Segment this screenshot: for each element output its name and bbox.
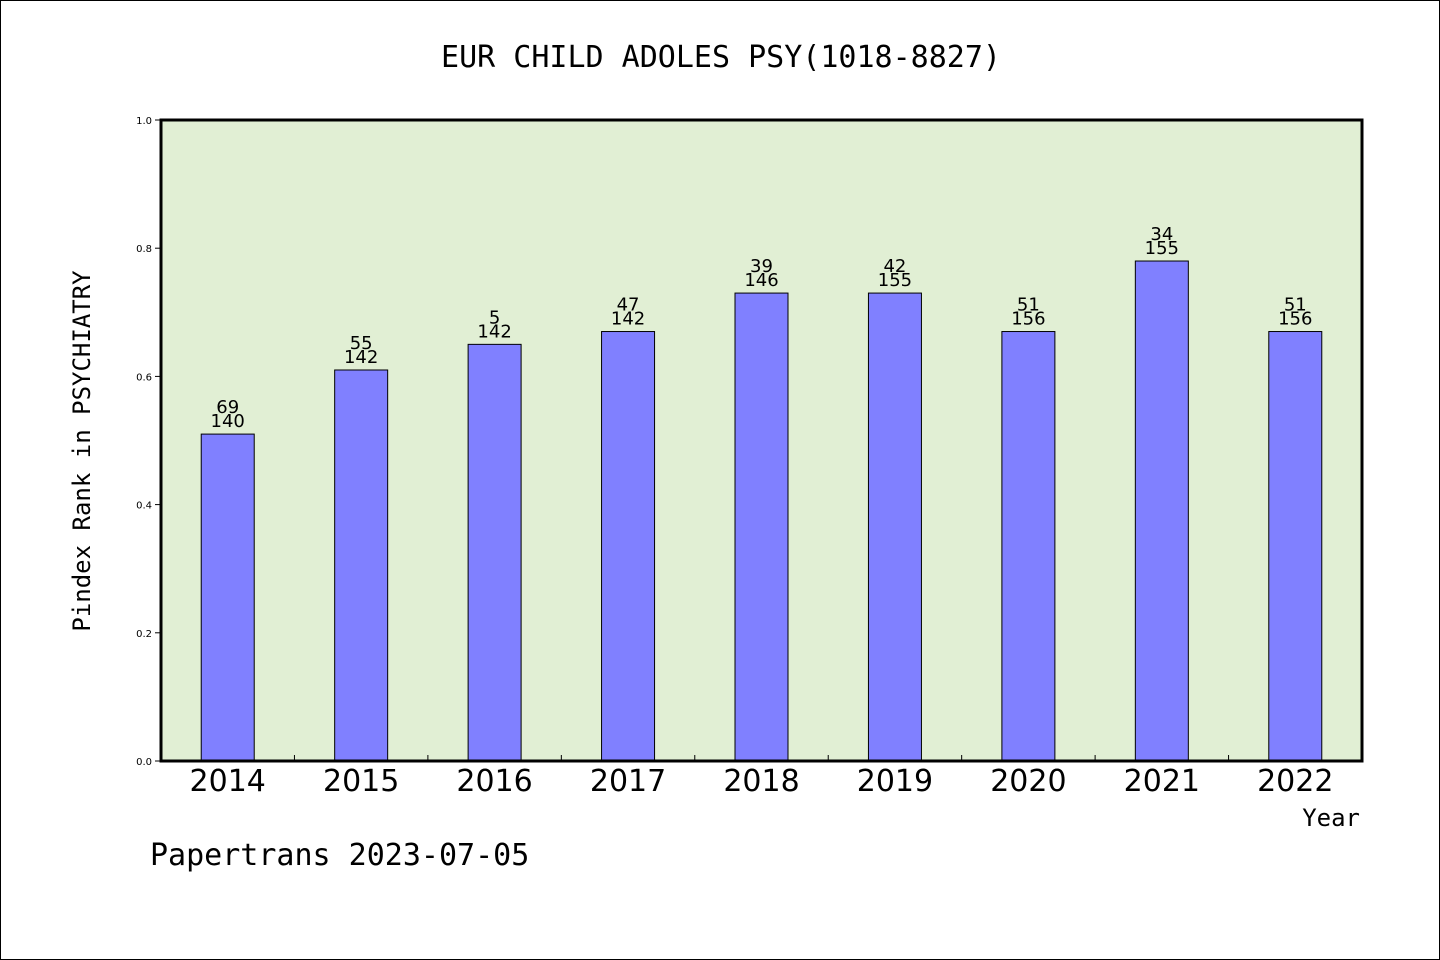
x-tick-label: 2021 <box>1124 764 1200 799</box>
x-tick-label: 2014 <box>190 764 266 799</box>
bar-total-label: 140 <box>211 411 245 432</box>
plot-frame <box>159 118 1364 763</box>
bar-rank-label: 42 <box>883 256 906 277</box>
y-tick-label: 0.0 <box>136 757 152 768</box>
bar <box>867 292 922 762</box>
y-tick-label: 0.8 <box>136 244 152 255</box>
axes-group: 2014 2015 2016 2017 2018 2019 2020 2021 2022 0.0 0… <box>136 116 1333 799</box>
y-tick-label: 0.4 <box>136 501 152 512</box>
bar-total-label: 155 <box>878 270 912 291</box>
bar-rank-label: 51 <box>1017 295 1040 316</box>
x-tick-label: 2020 <box>990 764 1066 799</box>
bar-total-label: 156 <box>1011 309 1045 330</box>
bar-rank-label: 51 <box>1284 295 1307 316</box>
bar-rank-label: 69 <box>216 397 239 418</box>
x-tick-label: 2016 <box>456 764 532 799</box>
y-tick-label: 0.2 <box>136 629 152 640</box>
bar-rank-label: 5 <box>489 307 500 328</box>
x-tick-label: 2018 <box>723 764 799 799</box>
bar-total-label: 142 <box>611 309 645 330</box>
bar-total-label: 155 <box>1145 238 1179 259</box>
footer-credit: Papertrans 2023-07-05 <box>150 838 529 873</box>
bar-rank-label: 34 <box>1150 224 1173 245</box>
x-tick-label: 2017 <box>590 764 666 799</box>
chart-title: EUR CHILD ADOLES PSY(1018-8827) <box>441 40 1001 75</box>
bar-total-label: 142 <box>344 347 378 368</box>
bars-group: 6914055142514247142391464215551156341555… <box>200 224 1323 762</box>
x-tick-label: 2019 <box>857 764 933 799</box>
bar <box>334 369 389 762</box>
x-tick-label: 2015 <box>323 764 399 799</box>
bar <box>200 433 255 762</box>
bar <box>467 343 522 762</box>
bar <box>1134 260 1189 762</box>
bar-total-label: 142 <box>477 321 511 342</box>
y-tick-label: 0.6 <box>136 372 152 383</box>
bar <box>734 292 789 762</box>
bar <box>1001 331 1056 762</box>
y-axis-label: Pindex Rank in PSYCHIATRY <box>68 270 96 632</box>
bar-rank-label: 47 <box>617 295 640 316</box>
x-tick-label: 2022 <box>1257 764 1333 799</box>
bar-rank-label: 55 <box>350 333 373 354</box>
bar-rank-label: 39 <box>750 256 773 277</box>
bar <box>601 331 656 762</box>
bar-total-label: 146 <box>744 270 778 291</box>
bar <box>1268 331 1323 762</box>
bar-total-label: 156 <box>1278 309 1312 330</box>
y-tick-label: 1.0 <box>136 116 152 127</box>
x-axis-label: Year <box>1302 804 1360 832</box>
